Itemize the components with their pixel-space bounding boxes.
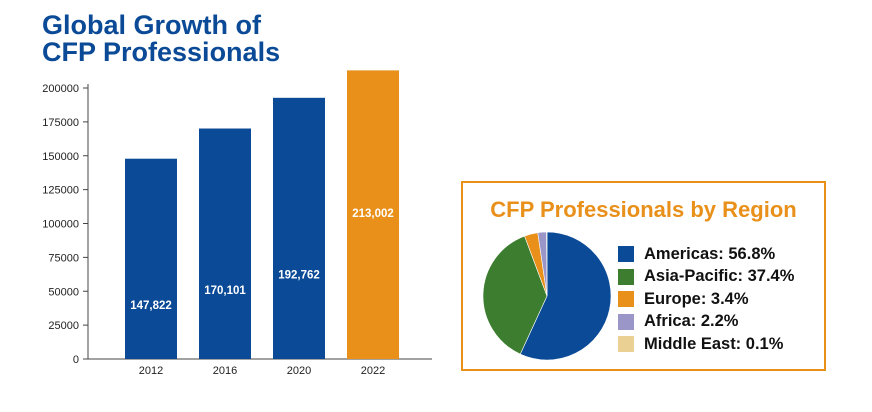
legend-label-europe: Europe: 3.4% (644, 289, 749, 308)
bar-value-label: 147,822 (130, 300, 172, 312)
bar-chart-title: Global Growth of CFP Professionals (42, 12, 280, 66)
legend-swatch-americas (618, 246, 634, 263)
legend-item-asia-pacific: Asia-Pacific: 37.4% (618, 266, 794, 289)
pie-slice-asia-pacific (482, 235, 548, 355)
x-tick-label: 2016 (213, 365, 237, 377)
legend-label-asia-pacific: Asia-Pacific: 37.4% (644, 267, 795, 286)
y-tick-label: 25000 (48, 320, 79, 332)
bar-chart: 0 25000 50000 75000 100000 125000 150000 175000… (42, 70, 432, 377)
bar-value-label: 170,101 (204, 285, 246, 297)
legend-item-africa: Africa: 2.2% (618, 311, 794, 334)
y-tick-label: 150000 (42, 151, 79, 163)
y-tick-label: 0 (73, 354, 79, 366)
y-tick-label: 75000 (48, 252, 79, 264)
bar (125, 158, 177, 359)
legend-swatch-africa (618, 313, 634, 330)
y-tick-label: 175000 (42, 117, 79, 129)
bar-chart-title-line-1: Global Growth of (42, 10, 261, 40)
bar-chart-title-line-2: CFP Professionals (42, 37, 281, 67)
bar (347, 70, 399, 359)
pie-legend: Americas: 56.8% Asia-Pacific: 37.4% Euro… (618, 243, 794, 356)
legend-item-americas: Americas: 56.8% (618, 243, 794, 266)
pie-chart (482, 231, 612, 361)
y-tick-label: 125000 (42, 185, 79, 197)
legend-label-americas: Americas: 56.8% (644, 244, 776, 263)
y-tick-label: 50000 (48, 286, 79, 298)
x-tick-label: 2022 (361, 365, 385, 377)
pie-chart-panel: CFP Professionals by Region Americas: 56… (461, 181, 826, 371)
bar (273, 97, 325, 359)
legend-label-africa: Africa: 2.2% (644, 312, 739, 331)
bar-value-label: 213,002 (352, 208, 394, 220)
legend-label-middle-east: Middle East: 0.1% (644, 334, 784, 353)
pie-slice-americas (519, 231, 612, 361)
legend-swatch-asia-pacific (618, 268, 634, 285)
legend-swatch-europe (618, 291, 634, 308)
x-tick-label: 2012 (139, 365, 163, 377)
legend-item-middle-east: Middle East: 0.1% (618, 333, 794, 356)
bar (199, 128, 251, 359)
x-tick-label: 2020 (287, 365, 311, 377)
legend-item-europe: Europe: 3.4% (618, 288, 794, 311)
legend-swatch-middle-east (618, 336, 634, 353)
y-tick-label: 100000 (42, 219, 79, 231)
y-tick-label: 200000 (42, 83, 79, 95)
bar-value-label: 192,762 (278, 269, 320, 281)
pie-chart-title: CFP Professionals by Region (490, 197, 797, 222)
